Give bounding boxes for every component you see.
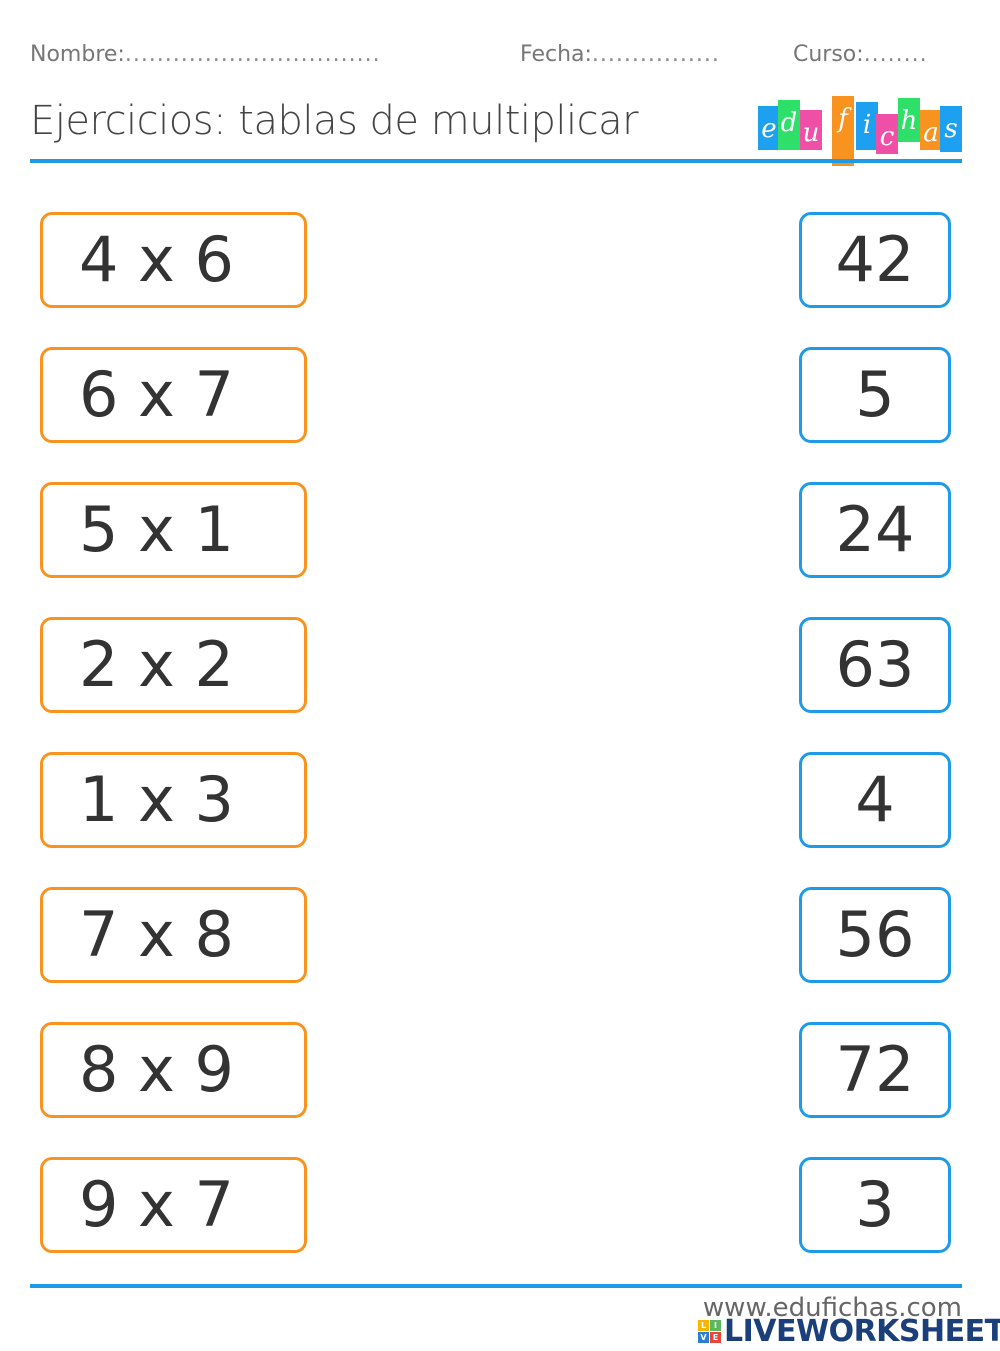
exercise-box[interactable]: 6 x 7 <box>40 347 307 443</box>
course-label: Curso: <box>793 42 864 67</box>
logo-letter-tile: s <box>940 106 962 152</box>
date-dots: ................ <box>591 42 720 67</box>
answer-box[interactable]: 24 <box>799 482 951 578</box>
exercise-box[interactable]: 7 x 8 <box>40 887 307 983</box>
course-field[interactable]: Curso:........ <box>793 42 928 67</box>
name-label: Nombre: <box>30 42 125 67</box>
exercise-box[interactable]: 4 x 6 <box>40 212 307 308</box>
logo-letter-tile: f <box>832 96 854 166</box>
logo-letter-tile: e <box>758 106 780 150</box>
answer-box[interactable]: 42 <box>799 212 951 308</box>
date-label: Fecha: <box>520 42 592 67</box>
name-field[interactable]: Nombre:................................ <box>30 42 381 67</box>
logo-letter-tile: h <box>898 98 920 142</box>
site-url: www.edufichas.com <box>702 1293 962 1323</box>
footer-rule <box>30 1284 962 1288</box>
answer-box[interactable]: 72 <box>799 1022 951 1118</box>
course-dots: ........ <box>863 42 928 67</box>
exercise-box[interactable]: 5 x 1 <box>40 482 307 578</box>
exercise-box[interactable]: 1 x 3 <box>40 752 307 848</box>
page-title: Ejercicios: tablas de multiplicar <box>30 98 639 144</box>
logo-letter-tile: c <box>876 114 898 154</box>
liveworksheets-icon: L I V E <box>698 1320 721 1343</box>
answer-box[interactable]: 63 <box>799 617 951 713</box>
name-dots: ................................ <box>124 42 381 67</box>
logo-letter-tile: i <box>856 102 878 150</box>
logo-letter-tile: u <box>800 110 822 150</box>
exercise-box[interactable]: 9 x 7 <box>40 1157 307 1253</box>
answer-box[interactable]: 4 <box>799 752 951 848</box>
exercise-box[interactable]: 8 x 9 <box>40 1022 307 1118</box>
answer-box[interactable]: 5 <box>799 347 951 443</box>
logo-letter-tile: d <box>778 100 800 150</box>
liveworksheets-brand: L I V E LIVEWORKSHEETS <box>698 1314 1000 1349</box>
header-rule <box>30 159 962 163</box>
exercise-box[interactable]: 2 x 2 <box>40 617 307 713</box>
answer-box[interactable]: 3 <box>799 1157 951 1253</box>
logo-letter-tile: a <box>920 110 942 150</box>
date-field[interactable]: Fecha:................ <box>520 42 720 67</box>
answer-box[interactable]: 56 <box>799 887 951 983</box>
liveworksheets-text: LIVEWORKSHEETS <box>724 1314 1000 1349</box>
